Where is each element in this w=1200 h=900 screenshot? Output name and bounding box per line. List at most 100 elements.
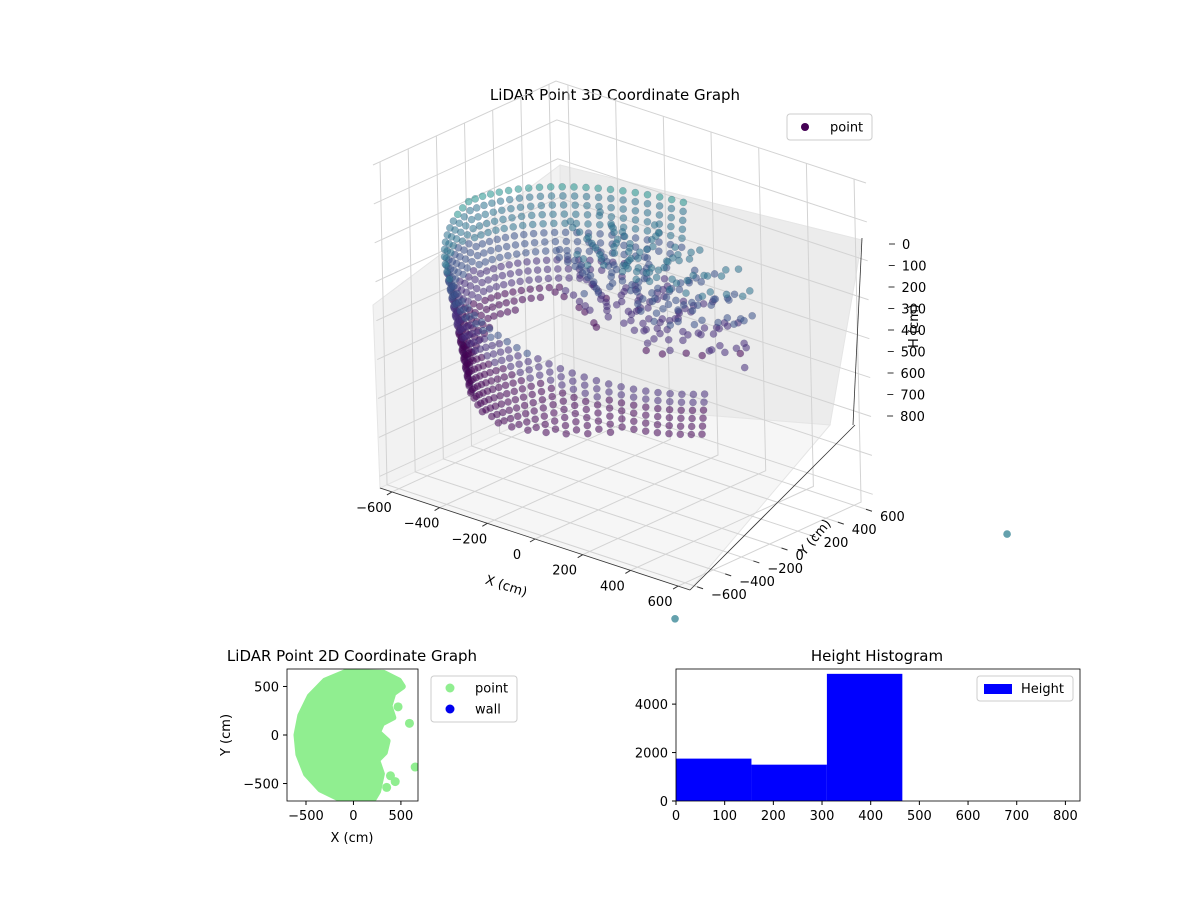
point-3d: [471, 275, 479, 284]
point-3d: [571, 201, 580, 210]
point-3d: [617, 407, 626, 415]
point-3d: [618, 277, 627, 285]
point-3d: [464, 197, 473, 206]
point-3d: [740, 339, 748, 348]
point-3d: [507, 279, 516, 287]
point-3d: [498, 271, 507, 280]
point-3d: [523, 258, 531, 266]
point-3d: [536, 293, 545, 302]
outlier-point-2d: [382, 782, 392, 792]
point-3d: [511, 306, 520, 314]
point-3d: [678, 225, 687, 234]
point-3d: [675, 256, 683, 265]
point-3d: [557, 372, 565, 381]
point-3d: [664, 300, 673, 309]
point-3d: [698, 292, 707, 301]
point-3d: [665, 397, 674, 406]
grid-line-y-2: [435, 135, 754, 562]
point-3d: [502, 298, 511, 307]
point-3d: [512, 250, 521, 258]
point-3d: [606, 428, 615, 437]
point-3d: [481, 258, 490, 266]
point-3d: [556, 364, 565, 373]
point-3d: [478, 240, 487, 248]
x-tick-mark-3d: [434, 507, 440, 512]
point-3d: [582, 192, 591, 201]
point-3d: [603, 306, 611, 315]
point-3d: [618, 423, 626, 431]
point-3d: [573, 237, 582, 246]
point-3d: [617, 382, 625, 391]
point-3d: [540, 412, 549, 421]
x-tick-label-3d: 400: [600, 579, 625, 594]
point-3d: [667, 213, 676, 222]
point-3d: [551, 237, 560, 246]
point-3d: [507, 423, 516, 431]
point-3d: [662, 293, 671, 302]
point-3d: [710, 270, 719, 278]
point-3d: [542, 256, 551, 265]
point-3d: [685, 255, 694, 263]
point-3d: [656, 329, 664, 338]
point-3d: [453, 210, 462, 219]
point-3d: [571, 210, 580, 219]
point-3d: [509, 379, 517, 387]
point-3d: [461, 221, 470, 230]
point-3d: [714, 318, 722, 327]
point-3d: [488, 341, 497, 350]
y-axis-line: [689, 424, 856, 591]
z-ticks-3d: 0 100 200 300 400 500 600 700 800: [887, 238, 927, 425]
x-tick-mark-3d: [482, 522, 488, 527]
point-3d: [641, 403, 650, 411]
point-3d: [549, 219, 558, 228]
point-3d: [643, 245, 651, 254]
point-3d: [650, 335, 658, 343]
y-tick-label-3d: −200: [767, 562, 803, 577]
point-3d: [665, 421, 674, 430]
point-3d: [642, 346, 651, 355]
point-3d: [550, 228, 559, 237]
point-3d: [525, 365, 534, 374]
legend-histogram: Height: [976, 675, 1074, 702]
point-3d: [527, 294, 536, 303]
point-3d: [610, 228, 618, 237]
point-3d: [595, 425, 603, 434]
point-3d: [593, 401, 602, 409]
point-3d: [631, 225, 640, 233]
point-3d: [573, 250, 581, 259]
point-3d: [535, 284, 544, 293]
point-3d: [496, 197, 505, 206]
point-3d: [585, 247, 594, 256]
point-3d: [709, 330, 718, 338]
point-3d: [748, 311, 757, 320]
point-3d: [440, 245, 449, 254]
legend-histogram-label: Height: [1021, 682, 1064, 697]
point-3d: [654, 247, 663, 256]
point-3d: [579, 255, 588, 263]
point-3d: [501, 289, 509, 298]
point-3d: [469, 266, 478, 275]
point-3d: [530, 407, 539, 415]
point-3d: [496, 391, 504, 400]
point-3d: [666, 321, 675, 330]
legend-histogram-marker: [984, 684, 1012, 694]
point-3d: [481, 210, 490, 219]
point-3d: [535, 371, 544, 380]
point-3d: [545, 360, 553, 368]
point-3d: [484, 314, 492, 323]
point-3d: [745, 287, 754, 295]
point-3d: [689, 398, 697, 407]
point-3d: [515, 194, 524, 203]
point-3d: [664, 335, 673, 344]
point-3d: [510, 297, 518, 305]
point-3d: [606, 420, 615, 429]
point-3d: [592, 384, 601, 393]
point-3d: [506, 269, 515, 278]
point-3d: [653, 404, 662, 413]
point-3d: [508, 213, 516, 222]
point-3d: [624, 247, 633, 256]
point-3d: [570, 401, 579, 410]
point-3d: [732, 344, 741, 353]
point-3d: [610, 243, 618, 251]
